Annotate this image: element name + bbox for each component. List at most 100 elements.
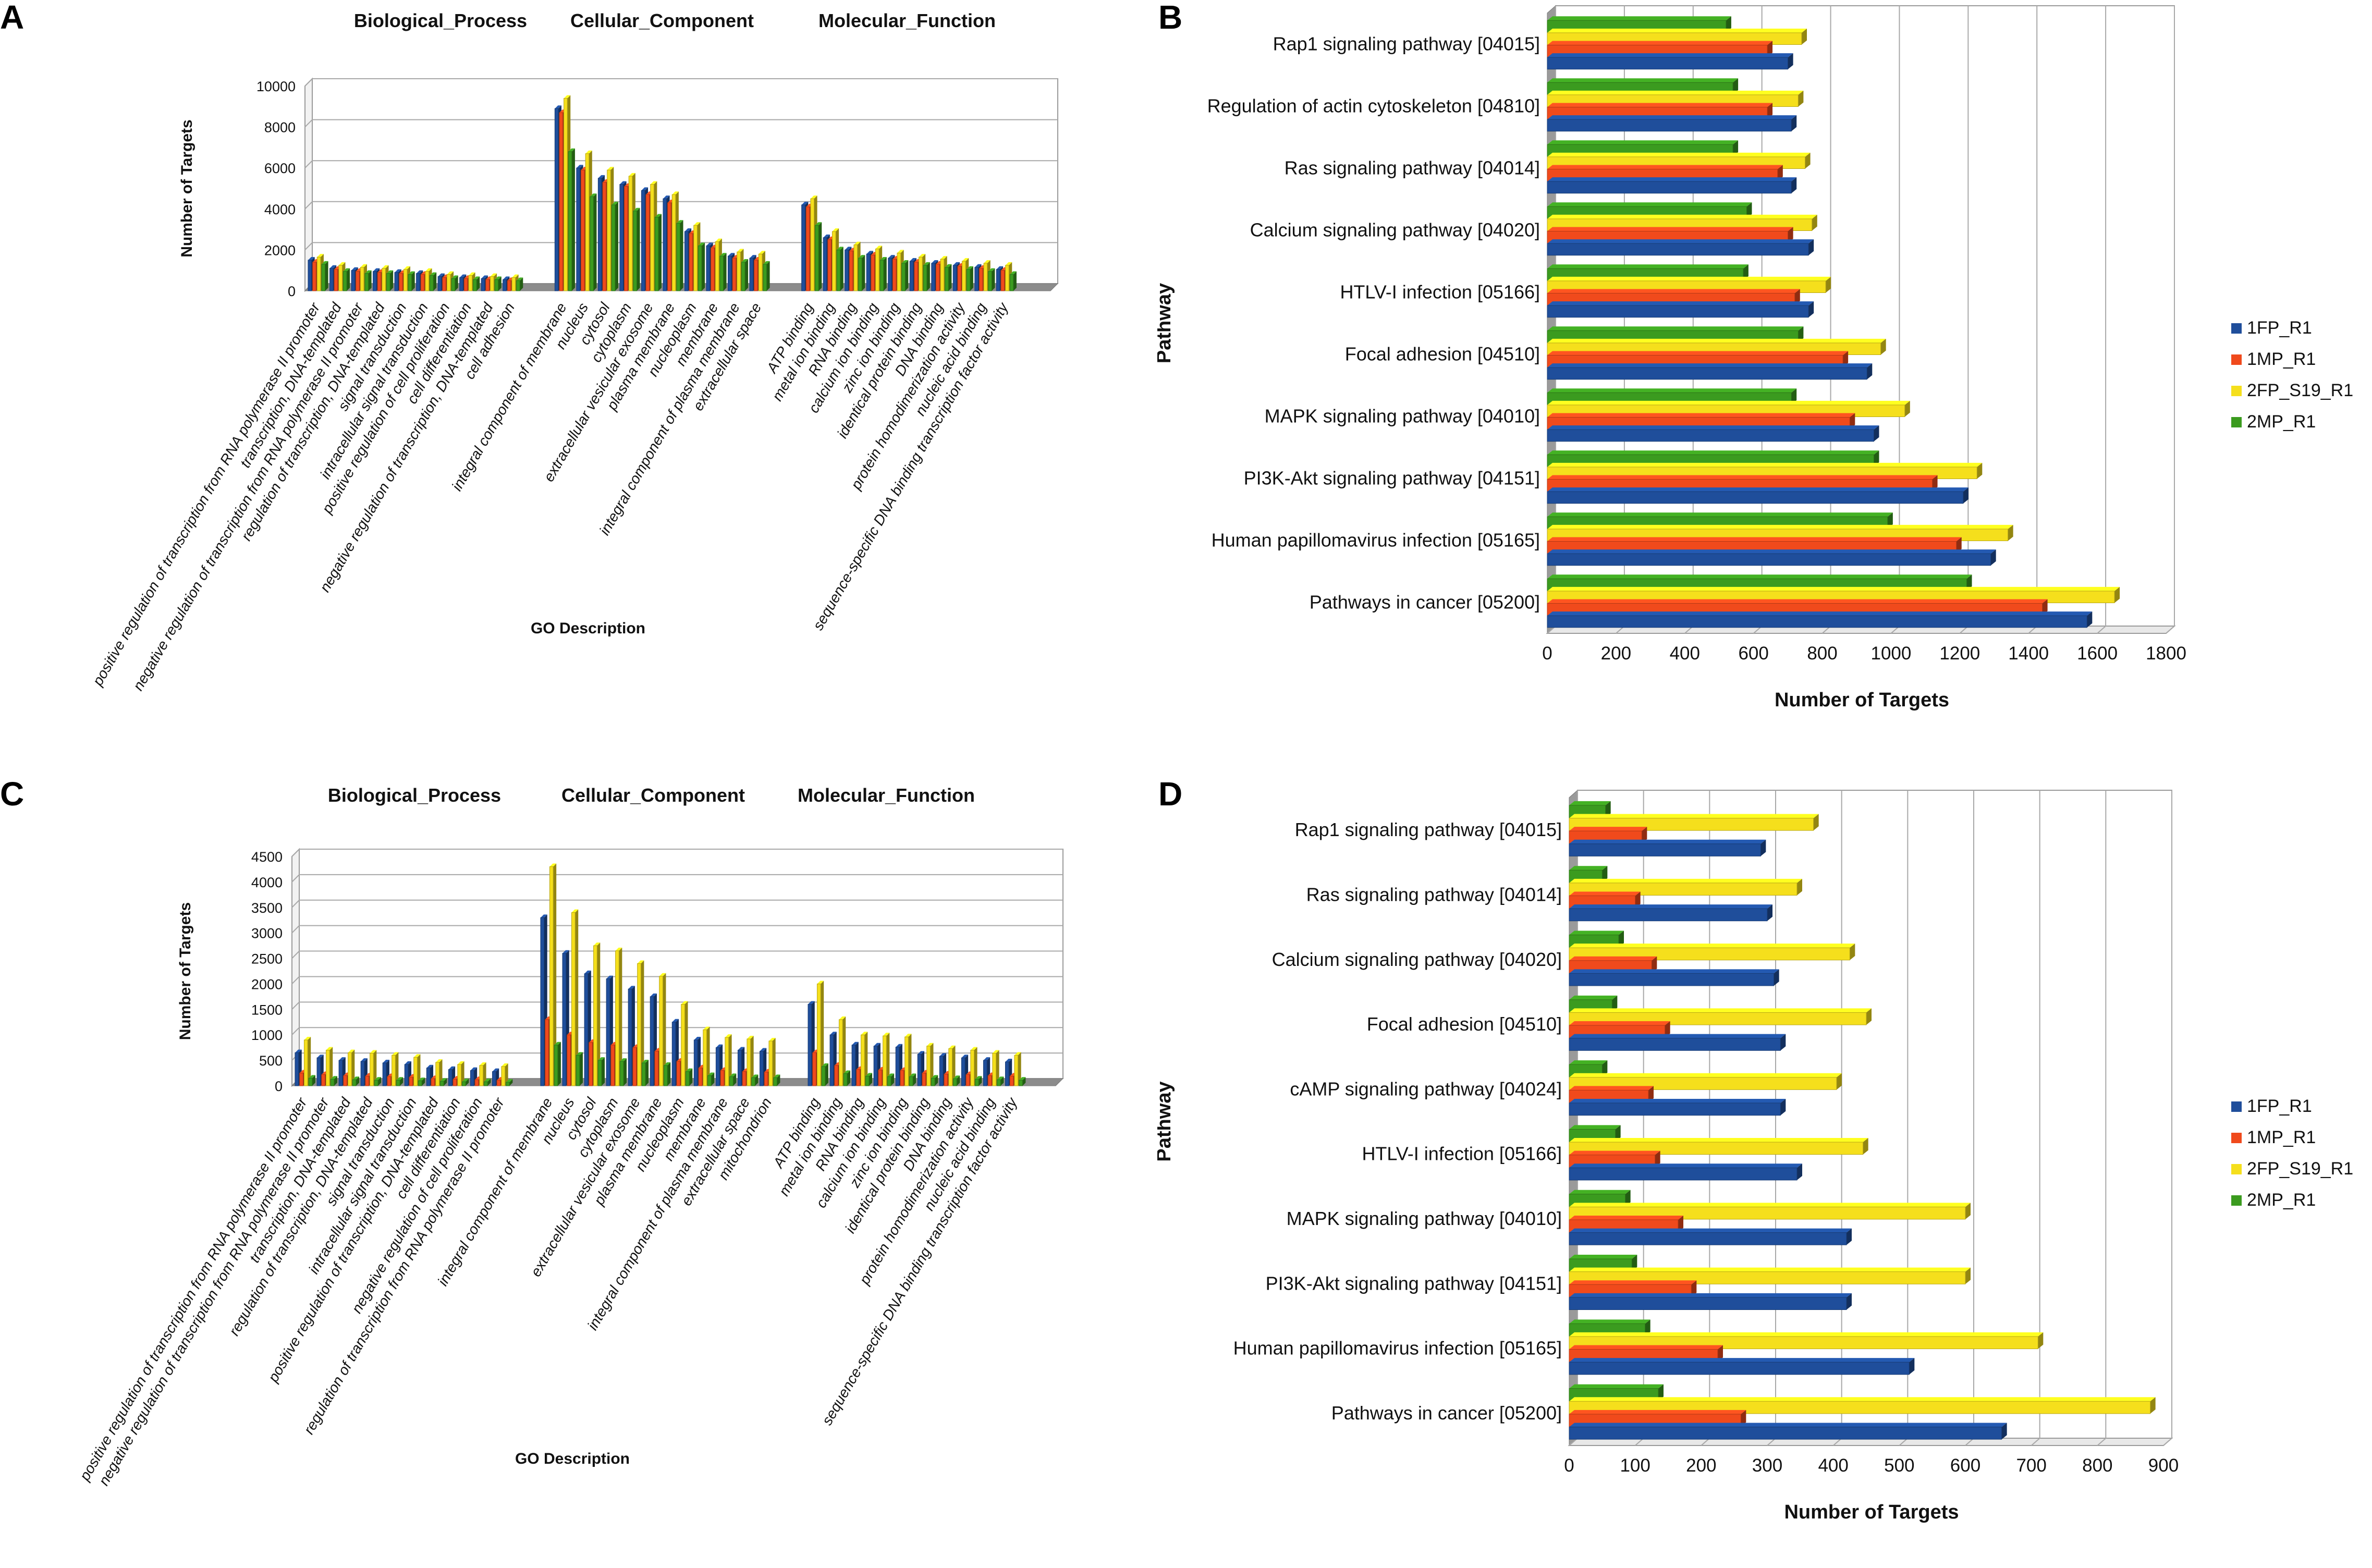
bar-1fp-r1-calcium-ion-binding — [866, 253, 871, 291]
bar-top — [1569, 814, 1819, 818]
bar-2fp-s19-r1-calcium-ion-binding — [883, 1035, 887, 1086]
bar-side — [1863, 1138, 1868, 1155]
bar-top — [659, 973, 666, 976]
panel-label-c: C — [0, 775, 25, 813]
bar-2fp-s19-r1-protein-homodimerization-activity — [970, 1050, 975, 1086]
bar-side — [926, 262, 930, 291]
bar-top — [1547, 115, 1797, 120]
bar-1fp-r1-signal-transduction — [382, 1062, 387, 1086]
bar-1fp-r1-integral-component-of-membrane — [554, 108, 559, 291]
bar-top — [1547, 400, 1910, 405]
bar-top — [495, 276, 502, 280]
bar-side — [1022, 1077, 1026, 1086]
bar-top — [738, 1047, 745, 1050]
bar-1mp-r1-dna-binding — [935, 264, 940, 291]
bar-side — [483, 1062, 486, 1086]
bar-top — [568, 148, 575, 152]
bar-side — [579, 1052, 583, 1086]
bar-side — [645, 1060, 649, 1086]
bar-2mp-r1-nucleus — [576, 1055, 580, 1086]
bar-1fp-r1-cytoplasm — [619, 184, 624, 291]
bar-2mp-r1-atp-binding — [821, 1066, 826, 1086]
bar-2fp-s19-r1-regulation-of-transcription-dna-templated — [382, 268, 386, 291]
bar-top — [637, 960, 644, 964]
bar-1fp-r1-dna-binding — [931, 263, 935, 291]
bar-top — [694, 1037, 701, 1040]
bar-top — [418, 1077, 425, 1081]
bar-top — [845, 247, 852, 250]
bar-top — [571, 909, 579, 913]
bar-top — [606, 975, 613, 979]
legend-label-2fp-s19-r1: 2FP_S19_R1 — [2247, 1159, 2353, 1179]
y-tick-label: 6000 — [264, 161, 296, 176]
bar-side — [1880, 338, 1886, 355]
bar-side — [1791, 115, 1797, 131]
bar-top — [1547, 78, 1739, 83]
bar-1fp-r1-positive-regulation-of-transcription-from-rna-polymerase-ii-promoter — [295, 1052, 299, 1086]
y-tick-label: 3500 — [251, 900, 283, 916]
bar-2mp-r1-extracellular-space — [751, 1077, 755, 1086]
bar-top — [448, 1066, 456, 1070]
bar-2fp-s19-r1-transcription-dna-templated — [348, 1052, 352, 1086]
bar-side — [886, 1033, 890, 1086]
bar-1fp-r1-cell-adhesion — [503, 279, 507, 291]
bar-side — [329, 1047, 333, 1086]
bar-1fp-r1-rna-binding — [851, 1045, 856, 1086]
bar-top — [607, 167, 614, 170]
x-tick-label: 100 — [1620, 1455, 1650, 1476]
bar-side — [615, 201, 618, 291]
group-title-molecular-function: Molecular_Function — [798, 785, 975, 806]
bar-side — [351, 1049, 355, 1086]
bar-2mp-r1-negative-regulation-of-transcription-from-rna-polymerase-ii-promoter — [330, 1079, 335, 1086]
bar-1mp-r1-negative-regulation-of-transcription-from-rna-polymerase-ii-promoter — [356, 271, 360, 291]
bar-top — [641, 187, 649, 191]
legend-swatch-2mp-r1 — [2231, 417, 2242, 427]
bar-side — [312, 1075, 315, 1086]
bar-side — [505, 1063, 508, 1086]
bar-2fp-s19-r1-integral-component-of-plasma-membrane — [725, 1037, 729, 1086]
category-label: Rap1 signaling pathway [04015] — [1295, 819, 1562, 840]
bar-1mp-r1-extracellular-vesicular-exosome — [632, 1047, 637, 1086]
bar-1mp-r1-nucleic-acid-binding — [979, 268, 983, 291]
bar-2mp-r1-regulation-of-transcription-dna-templated — [386, 273, 390, 291]
bar-side — [1602, 866, 1608, 883]
bar-top — [1547, 28, 1807, 33]
bar-side — [1774, 969, 1779, 986]
bar-side — [411, 271, 415, 291]
bar-top — [555, 105, 561, 109]
bar-top — [1569, 1125, 1621, 1130]
bar-2mp-r1-negative-regulation-of-cell-proliferation — [484, 1081, 488, 1086]
bar-2fp-s19-r1-dna-binding — [948, 1048, 953, 1086]
bar-top — [633, 207, 640, 211]
bar-top — [1547, 388, 1797, 393]
group-title-cellular-component: Cellular_Component — [561, 785, 745, 806]
bar-top — [1569, 1423, 2007, 1427]
bar-2mp-r1-extracellular-vesicular-exosome — [654, 217, 659, 291]
bar-top — [874, 1043, 881, 1046]
category-label: HTLV-I infection [05166] — [1362, 1143, 1562, 1165]
bar-top — [1569, 1098, 1786, 1103]
legend-label-2fp-s19-r1: 2FP_S19_R1 — [2247, 381, 2353, 400]
bar-side — [702, 242, 705, 291]
y-tick-label: 4000 — [251, 875, 283, 890]
bar-2mp-r1-integral-component-of-membrane — [554, 1045, 558, 1086]
bar-side — [1966, 574, 1972, 591]
bar-top — [1569, 1255, 1637, 1259]
bar-side — [1963, 487, 1968, 504]
bar-1fp-r1-rap1-signaling-pathway-04015 — [1569, 843, 1761, 856]
bar-2mp-r1-regulation-of-transcription-from-rna-polymerase-ii-promoter — [506, 1082, 510, 1086]
bar-side — [593, 193, 597, 291]
bar-side — [1837, 1073, 1842, 1090]
bar-1fp-r1-sequence-specific-dna-binding-transcription-factor-activity — [996, 269, 1000, 291]
bar-top — [1547, 202, 1752, 207]
bar-1mp-r1-extracellular-space — [742, 1071, 747, 1086]
bar-2mp-r1-positive-regulation-of-transcription-from-rna-polymerase-ii-promoter — [308, 1077, 313, 1086]
y-tick-label: 4000 — [264, 202, 296, 217]
bar-top — [343, 268, 350, 272]
bar-side — [777, 1074, 780, 1086]
bar-2mp-r1-metal-ion-binding — [843, 1073, 848, 1086]
legend-swatch-1mp-r1 — [2231, 354, 2242, 365]
bar-side — [1791, 388, 1797, 405]
bar-2mp-r1-negative-regulation-of-transcription-dna-templated — [494, 279, 499, 291]
bar-side — [1977, 462, 1983, 479]
